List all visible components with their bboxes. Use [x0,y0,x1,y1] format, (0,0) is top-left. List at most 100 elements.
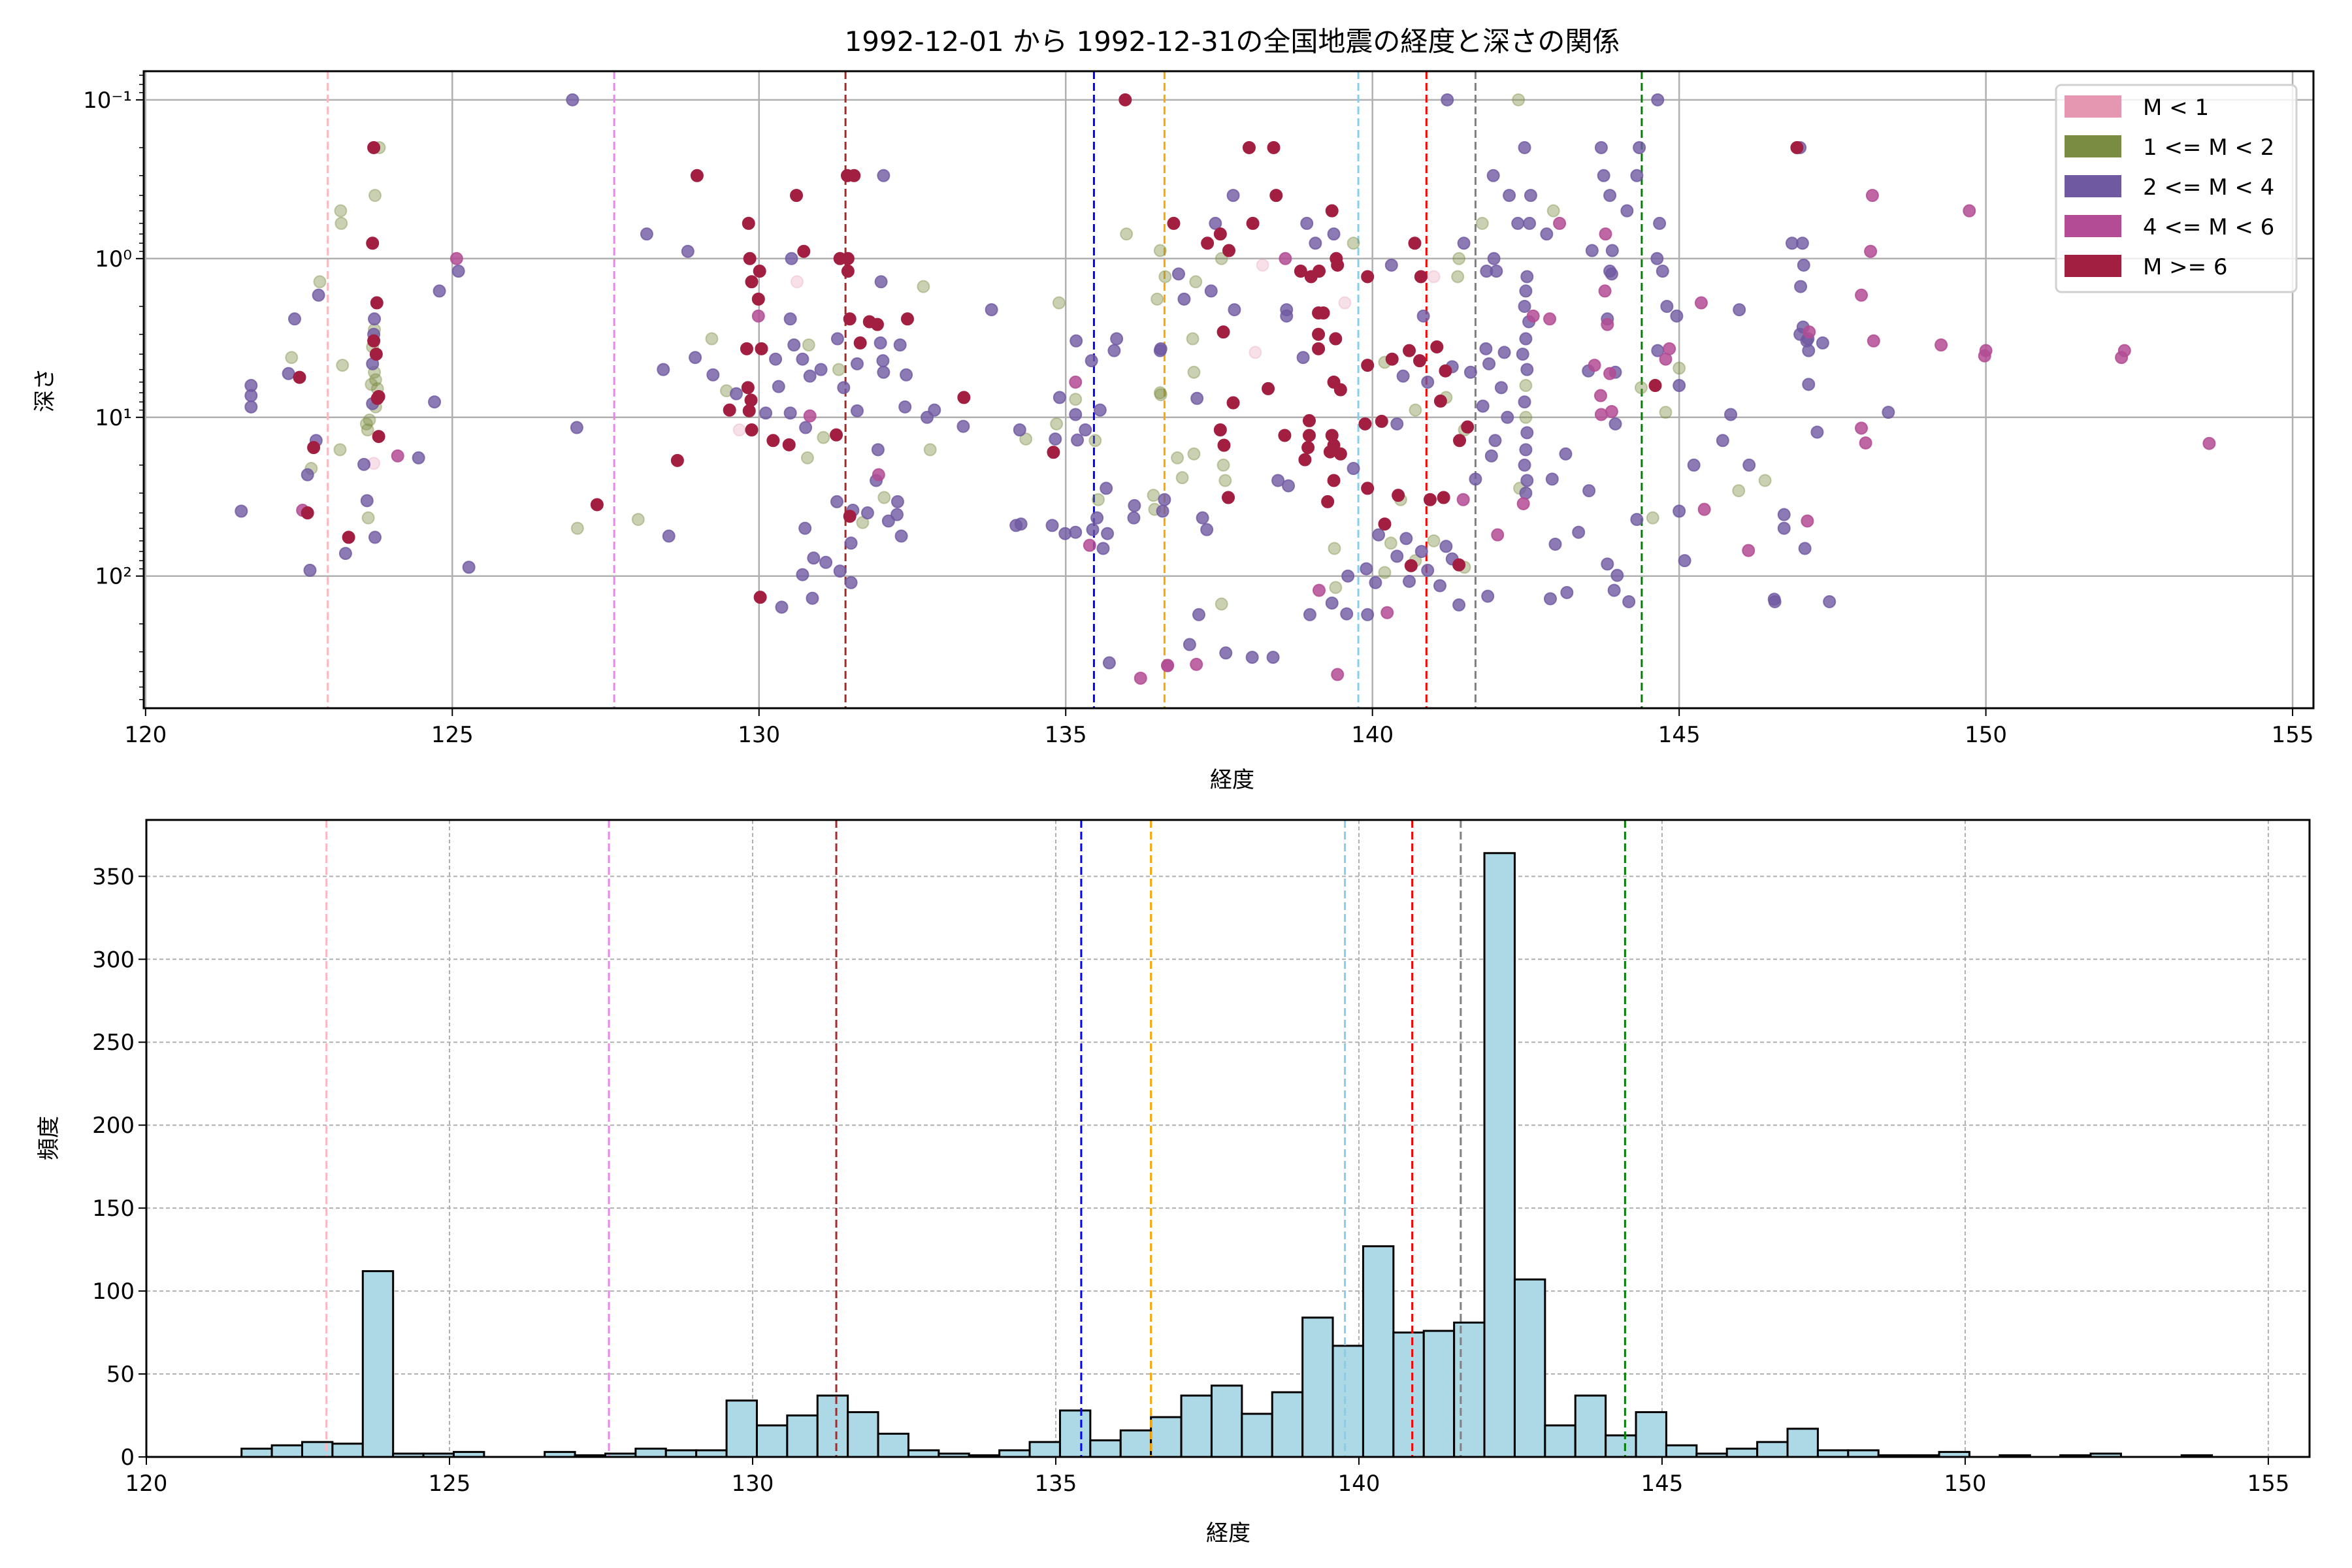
scatter-point [1733,303,1746,317]
scatter-point [312,288,325,302]
scatter-point [783,406,797,420]
scatter-point [1605,267,1618,281]
scatter-point [631,513,645,527]
scatter-point [1479,342,1493,355]
scatter-axes: 120 125 130 135 140 145 150 155 10⁻¹ 10⁰ 10¹ 10² 経度… [32,70,2315,793]
scatter-point [1403,344,1416,357]
scatter-point [1673,361,1686,375]
scatter-point [1333,383,1347,397]
scatter-point [333,443,347,457]
scatter-point [759,406,773,420]
scatter-point [1768,595,1782,608]
scatter-point [1294,265,1307,278]
scatter-x-tick-label: 150 [1965,722,2007,748]
scatter-point [433,284,446,298]
scatter-point [287,312,301,326]
scatter-point [1452,558,1466,572]
scatter-point [1855,288,1869,302]
scatter-point [1503,189,1516,203]
scatter-point [391,449,404,463]
scatter-point [1732,484,1746,498]
scatter-point [1101,527,1115,540]
scatter-point [1088,434,1102,448]
scatter-point [1409,403,1422,417]
scatter-point [785,252,798,265]
scatter-point [1403,574,1416,588]
scatter-point [1452,252,1466,265]
scatter-point [334,204,348,218]
histogram-x-tick-label: 155 [2247,1471,2289,1497]
scatter-point [1497,346,1511,359]
scatter-point [890,508,904,521]
histogram-bar [1453,1321,1486,1458]
histogram-bar [1241,1413,1273,1458]
scatter-point [1217,438,1231,452]
scatter-point [1519,284,1533,298]
histogram-bars [240,852,2213,1458]
scatter-point [1282,479,1296,493]
scatter-point [730,387,743,400]
scatter-point [1777,521,1791,535]
scatter-point [1189,275,1203,289]
scatter-point [872,468,885,482]
scatter-point [1678,554,1691,568]
scatter-point [366,237,380,250]
scatter-point [799,421,813,434]
scatter-point [1609,417,1622,431]
histogram-x-tick-label: 125 [429,1471,471,1497]
scatter-point [1963,204,1976,218]
scatter-point [832,363,845,376]
scatter-point [1278,429,1292,442]
legend-swatch [2065,255,2121,277]
scatter-point [1327,227,1341,241]
scatter-point [871,443,885,457]
scatter-point [1226,396,1240,410]
scatter-point [893,338,907,351]
histogram-bar [331,1443,364,1458]
scatter-point [1519,443,1533,457]
scatter-point [1369,576,1382,589]
scatter-point [819,555,833,569]
scatter-point [1301,441,1315,455]
scatter-point [282,367,295,380]
scatter-point [1461,420,1475,434]
histogram-bar [664,1449,698,1458]
scatter-point [1603,189,1617,203]
histogram-bar [847,1411,879,1458]
histogram-x-tick-label: 140 [1337,1471,1380,1497]
scatter-point [775,600,789,614]
histogram-bar [755,1424,789,1458]
scatter-point [1742,544,1756,557]
scatter-point [1071,433,1085,447]
scatter-x-tick-label: 120 [124,722,167,748]
scatter-point [890,495,904,508]
scatter-point [1594,408,1608,421]
scatter-point [2115,351,2129,365]
scatter-point [1453,434,1467,448]
scatter-point [1673,504,1686,518]
scatter-point [1378,566,1392,580]
histogram-bar [1483,852,1516,1458]
scatter-point [874,275,888,289]
chart-title: 1992-12-01 から 1992-12-31の全国地震の経度と深さの関係 [845,25,1620,57]
scatter-point [766,434,780,448]
scatter-point [1582,484,1596,498]
scatter-point [1153,344,1167,357]
scatter-point [1802,344,1816,357]
scatter-point [796,352,809,366]
legend-label: 4 <= M < 6 [2143,214,2274,240]
scatter-point [1226,189,1240,203]
scatter-point [1630,169,1644,182]
scatter-point [590,498,604,512]
scatter-point [1421,563,1435,577]
scatter-point [244,400,258,414]
scatter-point [365,378,378,391]
scatter-point [817,431,830,444]
scatter-point [862,315,876,329]
scatter-point [1347,462,1360,476]
scatter-point [841,252,855,265]
scatter-point [368,373,382,387]
scatter-y-label: 深さ [32,368,58,412]
scatter-point [1543,592,1557,606]
scatter-point [740,342,753,355]
